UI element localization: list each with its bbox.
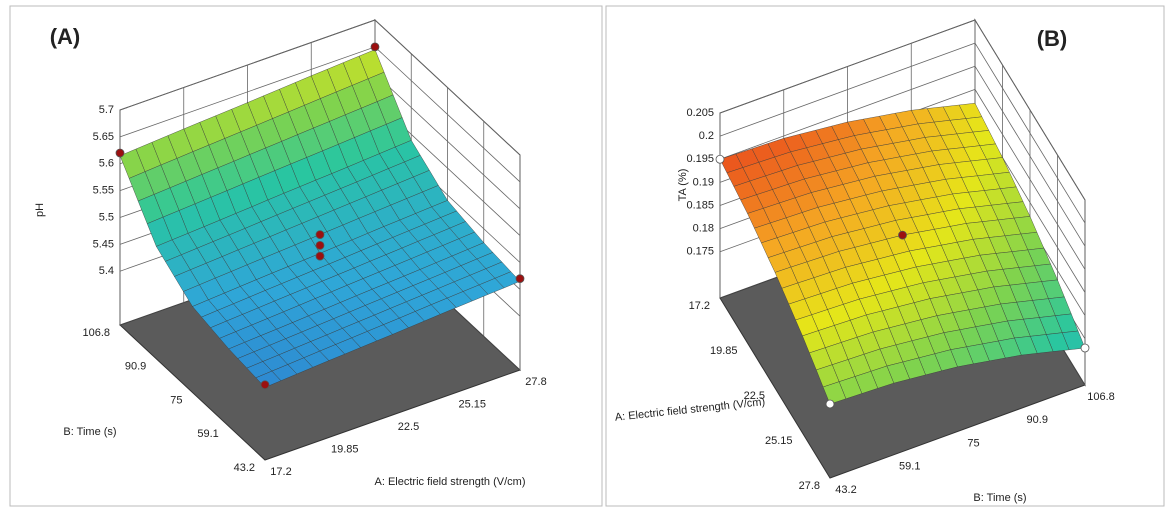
design-point xyxy=(898,230,907,240)
y-tick-label: 90.9 xyxy=(125,361,146,373)
y-tick-label: 22.5 xyxy=(744,390,765,402)
design-point xyxy=(315,240,325,250)
y-tick-label: 27.8 xyxy=(799,480,820,492)
design-point xyxy=(315,251,325,261)
design-point xyxy=(515,274,525,284)
grid-line xyxy=(119,19,521,156)
z-tick-label: 5.4 xyxy=(99,265,114,277)
design-point xyxy=(315,230,325,240)
x-tick-label: 59.1 xyxy=(899,461,920,473)
grid-line xyxy=(719,65,1086,247)
x-tick-label: 22.5 xyxy=(398,421,419,433)
y-tick-label: 75 xyxy=(170,394,182,406)
x-axis-label: A: Electric field strength (V/cm) xyxy=(375,476,526,488)
panel-frame xyxy=(9,5,603,507)
z-tick-label: 0.18 xyxy=(693,223,714,235)
x-axis-label: B: Time (s) xyxy=(973,492,1026,504)
design-point xyxy=(825,399,835,409)
z-axis-label: TA (%) xyxy=(677,169,689,202)
z-tick-label: 0.205 xyxy=(686,107,714,119)
x-tick-label: 17.2 xyxy=(270,466,291,478)
x-tick-label: 90.9 xyxy=(1027,414,1048,426)
x-tick-label: 106.8 xyxy=(1087,391,1115,403)
y-tick-label: 106.8 xyxy=(82,327,110,339)
y-tick-label: 43.2 xyxy=(234,462,255,474)
z-tick-label: 5.7 xyxy=(99,104,114,116)
surface-patch xyxy=(822,381,847,405)
design-point xyxy=(1080,343,1090,353)
y-tick-label: 19.85 xyxy=(710,345,738,357)
y-axis-label: A: Electric field strength (V/cm) xyxy=(614,396,765,424)
z-tick-label: 0.195 xyxy=(686,153,714,165)
x-tick-label: 75 xyxy=(967,437,979,449)
x-tick-label: 19.85 xyxy=(331,443,359,455)
z-tick-label: 0.175 xyxy=(686,246,714,258)
z-axis-label: pH xyxy=(34,203,46,217)
y-axis-label: B: Time (s) xyxy=(63,426,116,438)
z-tick-label: 0.185 xyxy=(686,199,714,211)
y-tick-label: 59.1 xyxy=(197,428,218,440)
x-tick-label: 27.8 xyxy=(525,376,546,388)
y-tick-label: 17.2 xyxy=(689,300,710,312)
x-tick-label: 25.15 xyxy=(458,398,486,410)
panel-title: (A) xyxy=(50,24,81,49)
panel-title: (B) xyxy=(1037,26,1068,51)
z-tick-label: 0.2 xyxy=(699,130,714,142)
grid-line xyxy=(719,19,1086,201)
z-tick-label: 5.6 xyxy=(99,158,114,170)
design-point xyxy=(115,148,125,158)
panel-frame xyxy=(605,5,1165,507)
x-tick-label: 43.2 xyxy=(835,484,856,496)
design-point xyxy=(715,154,725,164)
z-tick-label: 5.45 xyxy=(93,238,114,250)
z-tick-label: 0.19 xyxy=(693,176,714,188)
z-tick-label: 5.55 xyxy=(93,185,114,197)
z-tick-label: 5.5 xyxy=(99,211,114,223)
design-point xyxy=(370,42,380,52)
z-tick-label: 5.65 xyxy=(93,131,114,143)
design-point xyxy=(260,380,270,390)
y-tick-label: 25.15 xyxy=(765,435,793,447)
grid-line xyxy=(719,42,1086,224)
